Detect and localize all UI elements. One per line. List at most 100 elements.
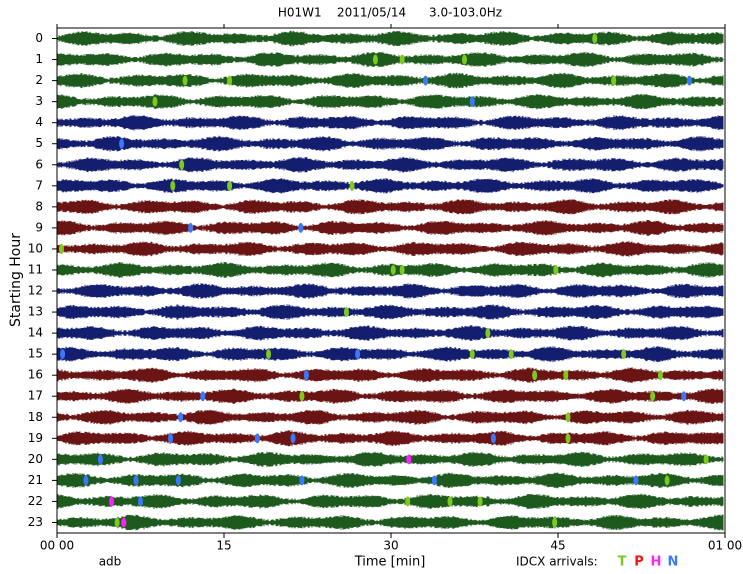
trace: [57, 220, 724, 236]
arrival-marker: [97, 454, 103, 465]
y-tick-label: 4: [35, 115, 43, 129]
arrival-marker: [553, 264, 559, 275]
arrival-marker: [477, 496, 483, 507]
arrival-marker: [633, 475, 639, 486]
arrival-marker: [168, 433, 174, 444]
y-tick-label: 20: [28, 452, 43, 466]
y-tick-label: 2: [35, 73, 43, 87]
arrival-marker: [399, 264, 405, 275]
arrival-marker: [109, 496, 115, 507]
y-tick-label: 13: [28, 305, 43, 319]
y-tick-label: 1: [35, 52, 43, 66]
trace: [57, 430, 724, 447]
arrival-marker: [390, 264, 396, 275]
arrival-marker: [182, 75, 188, 86]
arrival-marker: [406, 454, 412, 465]
arrival-marker: [355, 349, 361, 360]
arrival-marker: [58, 243, 64, 254]
arrival-marker: [303, 370, 309, 381]
arrival-marker: [227, 75, 233, 86]
trace: [57, 409, 724, 425]
trace: [57, 514, 724, 531]
trace: [57, 262, 724, 278]
arrival-marker: [178, 412, 184, 423]
x-tick-label: 30: [383, 539, 398, 553]
arrival-marker: [532, 370, 538, 381]
arrival-marker: [565, 412, 571, 423]
arrival-marker: [343, 307, 349, 318]
arrival-marker: [621, 349, 627, 360]
arrival-marker: [657, 370, 663, 381]
arrival-marker: [179, 159, 185, 170]
arrival-marker: [469, 349, 475, 360]
trace: [57, 114, 724, 131]
arrival-marker: [399, 54, 405, 65]
arrival-marker: [298, 222, 304, 233]
y-tick-label: 16: [28, 368, 43, 382]
arrival-marker: [447, 496, 453, 507]
trace: [57, 283, 724, 299]
y-tick-label: 9: [35, 220, 43, 234]
y-tick-label: 14: [28, 326, 43, 340]
arrival-marker: [664, 475, 670, 486]
legend-entry: H: [651, 555, 662, 570]
trace: [57, 178, 724, 194]
trace: [57, 93, 724, 110]
arrival-marker: [254, 433, 260, 444]
arrival-marker: [461, 54, 467, 65]
arrival-marker: [299, 391, 305, 402]
trace: [57, 472, 724, 489]
trace: [57, 51, 724, 68]
y-tick-label: 0: [35, 31, 43, 45]
trace: [57, 388, 724, 404]
trace: [57, 451, 724, 467]
arrival-marker: [563, 370, 569, 381]
chart-title: H01W1 2011/05/14 3.0-103.0Hz: [278, 6, 502, 20]
legend-entry: N: [668, 555, 679, 570]
station-note: adb: [99, 555, 122, 569]
y-tick-label: 10: [28, 241, 43, 255]
arrival-marker: [138, 496, 143, 507]
arrival-marker: [60, 349, 66, 360]
trace: [57, 135, 724, 152]
y-tick-label: 21: [28, 473, 43, 487]
arrival-marker: [83, 475, 89, 486]
trace: [57, 72, 724, 89]
arrival-marker: [686, 75, 692, 86]
legend-entry: P: [634, 555, 644, 570]
y-tick-label: 19: [28, 431, 43, 445]
x-tick-label: 01 00: [708, 539, 742, 553]
arrival-marker: [490, 433, 496, 444]
y-tick-label: 5: [35, 136, 43, 150]
y-tick-label: 22: [28, 494, 43, 508]
arrival-marker: [681, 391, 687, 402]
arrival-marker: [565, 433, 571, 444]
arrival-marker: [508, 349, 514, 360]
y-tick-label: 6: [35, 157, 43, 171]
x-tick-label: 45: [550, 539, 565, 553]
arrival-marker: [592, 33, 598, 44]
arrival-marker: [611, 75, 617, 86]
arrival-marker: [431, 475, 437, 486]
y-tick-label: 17: [28, 389, 43, 403]
arrival-marker: [152, 96, 158, 107]
arrival-marker: [650, 391, 656, 402]
y-tick-label: 7: [35, 178, 43, 192]
y-tick-label: 15: [28, 347, 43, 361]
y-tick-label: 11: [28, 262, 43, 276]
arrival-marker: [299, 475, 305, 486]
arrival-marker: [423, 75, 429, 86]
arrival-marker: [188, 222, 194, 233]
y-tick-label: 3: [35, 94, 43, 108]
arrival-marker: [405, 496, 411, 507]
arrival-marker: [119, 138, 125, 149]
arrival-marker: [227, 180, 233, 191]
legend-title: IDCX arrivals:: [516, 555, 598, 569]
arrival-marker: [121, 517, 127, 528]
trace: [57, 367, 724, 384]
arrival-marker: [372, 54, 378, 65]
trace: [57, 199, 724, 215]
x-axis-label: Time [min]: [354, 555, 426, 570]
y-tick-label: 23: [28, 515, 43, 529]
